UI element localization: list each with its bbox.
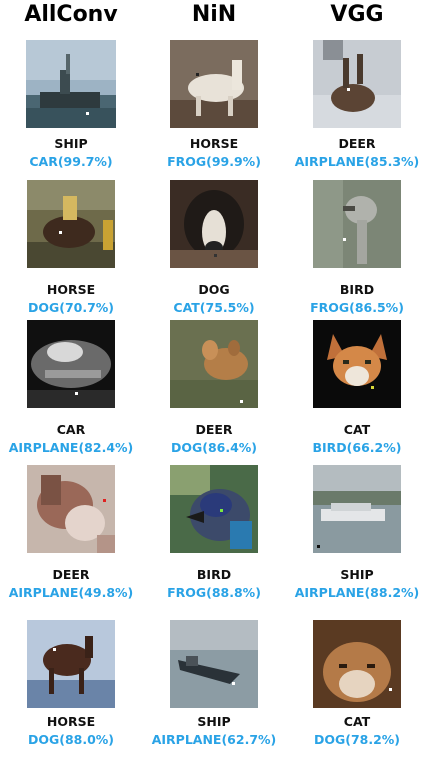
- column-title-vgg: VGG: [330, 2, 384, 27]
- horse-image: [27, 180, 115, 268]
- example-cell: HORSE DOG(88.0%): [0, 620, 142, 748]
- perturbed-pixel: [196, 73, 199, 76]
- example-cell: BIRD FROG(88.8%): [143, 465, 285, 601]
- example-cell: BIRD FROG(86.5%): [286, 180, 428, 316]
- dog-image: [170, 180, 258, 268]
- true-label: CAR: [56, 422, 86, 437]
- adversarial-prediction: BIRD(66.2%): [312, 440, 402, 455]
- example-cell: HORSE FROG(99.9%): [143, 40, 285, 170]
- perturbed-pixel: [53, 648, 56, 651]
- true-label: HORSE: [46, 282, 96, 297]
- example-cell: SHIP AIRPLANE(88.2%): [286, 465, 428, 601]
- adversarial-prediction: CAT(75.5%): [173, 300, 255, 315]
- perturbed-pixel: [317, 545, 320, 548]
- deer-image: [170, 320, 258, 408]
- perturbed-pixel: [59, 231, 62, 234]
- adversarial-prediction: DOG(78.2%): [313, 732, 401, 747]
- perturbed-pixel: [232, 682, 235, 685]
- bird-image: [313, 180, 401, 268]
- perturbed-pixel: [240, 400, 243, 403]
- adversarial-prediction: AIRPLANE(82.4%): [8, 440, 134, 455]
- column-title-nin: NiN: [191, 2, 237, 27]
- true-label: HORSE: [46, 714, 96, 729]
- horse-image: [170, 40, 258, 128]
- perturbed-pixel: [347, 88, 350, 91]
- adversarial-prediction: DOG(86.4%): [170, 440, 258, 455]
- cat-image: [313, 320, 401, 408]
- example-cell: CAR AIRPLANE(82.4%): [0, 320, 142, 456]
- perturbed-pixel: [371, 386, 374, 389]
- example-cell: DEER AIRPLANE(49.8%): [0, 465, 142, 601]
- example-cell: DOG CAT(75.5%): [143, 180, 285, 316]
- adversarial-prediction: AIRPLANE(88.2%): [294, 585, 420, 600]
- column-title-allconv: AllConv: [24, 2, 118, 27]
- true-label: DEER: [52, 567, 90, 582]
- perturbed-pixel: [103, 499, 106, 502]
- car-image: [27, 320, 115, 408]
- example-cell: SHIP CAR(99.7%): [0, 40, 142, 170]
- ship-image: [313, 465, 401, 553]
- true-label: DEER: [338, 136, 376, 151]
- deer-image: [27, 465, 115, 553]
- perturbed-pixel: [86, 112, 89, 115]
- perturbed-pixel: [214, 254, 217, 257]
- true-label: CAT: [343, 422, 371, 437]
- true-label: SHIP: [197, 714, 231, 729]
- example-cell: CAT DOG(78.2%): [286, 620, 428, 748]
- true-label: SHIP: [54, 136, 88, 151]
- true-label: BIRD: [339, 282, 375, 297]
- ship-image: [26, 40, 116, 128]
- deer-image: [313, 40, 401, 128]
- adversarial-prediction: CAR(99.7%): [29, 154, 113, 169]
- perturbed-pixel: [389, 688, 392, 691]
- example-cell: DEER AIRPLANE(85.3%): [286, 40, 428, 170]
- example-cell: SHIP AIRPLANE(62.7%): [143, 620, 285, 748]
- adversarial-prediction: DOG(88.0%): [27, 732, 115, 747]
- true-label: DOG: [198, 282, 230, 297]
- cat-image: [313, 620, 401, 708]
- true-label: CAT: [343, 714, 371, 729]
- adversarial-prediction: AIRPLANE(49.8%): [8, 585, 134, 600]
- horse-image: [27, 620, 115, 708]
- true-label: DEER: [195, 422, 233, 437]
- adversarial-prediction: DOG(70.7%): [27, 300, 115, 315]
- ship-image: [170, 620, 258, 708]
- perturbed-pixel: [343, 238, 346, 241]
- perturbed-pixel: [75, 392, 78, 395]
- adversarial-prediction: FROG(86.5%): [310, 300, 404, 315]
- perturbed-pixel: [220, 509, 223, 512]
- example-cell: DEER DOG(86.4%): [143, 320, 285, 456]
- example-cell: HORSE DOG(70.7%): [0, 180, 142, 316]
- adversarial-prediction: FROG(99.9%): [167, 154, 261, 169]
- example-cell: CAT BIRD(66.2%): [286, 320, 428, 456]
- adversarial-prediction: AIRPLANE(85.3%): [294, 154, 420, 169]
- true-label: SHIP: [340, 567, 374, 582]
- true-label: BIRD: [196, 567, 232, 582]
- adversarial-prediction: FROG(88.8%): [167, 585, 261, 600]
- true-label: HORSE: [189, 136, 239, 151]
- bird-image: [170, 465, 258, 553]
- adversarial-prediction: AIRPLANE(62.7%): [151, 732, 277, 747]
